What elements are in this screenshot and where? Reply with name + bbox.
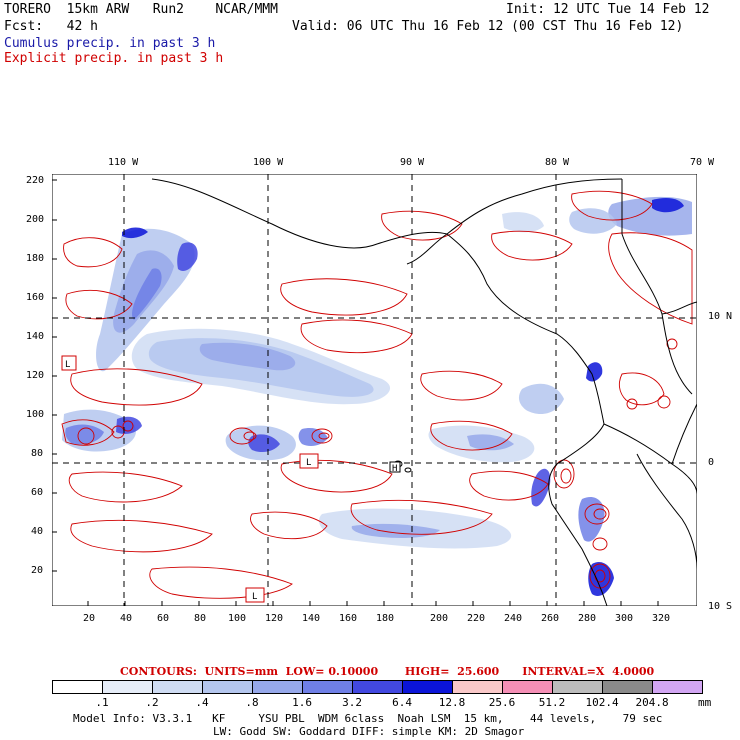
explicit-precip-contours [61,190,693,599]
low-marker-center: L [306,458,311,468]
colorbar-label: 102.4 [585,696,619,709]
colorbar [52,680,703,694]
colorbar-label: .2 [145,696,159,709]
lon-label-80w: 80 W [545,157,570,168]
model-info-line1: Model Info: V3.3.1 KF YSU PBL WDM 6class… [73,712,663,725]
x-label-240: 240 [504,613,523,624]
precip-map: L L H L [52,174,697,606]
forecast-hour: Fcst: 42 h [4,19,98,34]
lat-label-10n: 10 N [708,311,733,322]
low-marker-south: L [252,592,257,602]
y-label-80: 80 [31,448,44,459]
legend-explicit: Explicit precip. in past 3 h [4,51,224,66]
colorbar-label: .4 [195,696,209,709]
colorbar-cell [452,680,503,694]
colorbar-cell [102,680,153,694]
colorbar-cell [352,680,403,694]
init-time: Init: 12 UTC Tue 14 Feb 12 [506,2,710,17]
lat-label-0: 0 [708,457,715,468]
x-label-160: 160 [339,613,358,624]
colorbar-units: mm [698,696,712,709]
colorbar-cell [152,680,203,694]
colorbar-cell [652,680,703,694]
colorbar-label: 6.4 [392,696,412,709]
x-label-180: 180 [376,613,395,624]
y-label-200: 200 [26,214,45,225]
y-label-160: 160 [26,292,45,303]
colorbar-cell [502,680,553,694]
coastlines [151,178,697,606]
x-label-220: 220 [467,613,486,624]
legend-cumulus: Cumulus precip. in past 3 h [4,36,216,51]
axis-ticks [52,179,659,606]
colorbar-label: 1.6 [292,696,312,709]
high-marker-galapagos: H [392,464,397,474]
contours-summary: CONTOURS: UNITS=mm LOW= 0.10000 HIGH= 25… [120,665,655,678]
lat-label-10s: 10 S [708,601,733,612]
colorbar-label: 3.2 [342,696,362,709]
x-label-100: 100 [228,613,247,624]
cumulus-precip-shading [62,196,692,597]
model-info-line2: LW: Godd SW: Goddard DIFF: simple KM: 2D… [213,725,525,738]
colorbar-cell [52,680,103,694]
y-label-60: 60 [31,487,44,498]
y-label-140: 140 [26,331,45,342]
graticule [52,174,697,606]
x-label-80: 80 [194,613,207,624]
low-marker-west: L [65,360,70,370]
y-label-220: 220 [26,175,45,186]
lon-label-100w: 100 W [253,157,284,168]
colorbar-cell [202,680,253,694]
colorbar-cell [602,680,653,694]
colorbar-label: .1 [95,696,109,709]
y-label-180: 180 [26,253,45,264]
valid-time: Valid: 06 UTC Thu 16 Feb 12 (00 CST Thu … [292,19,684,34]
x-label-20: 20 [83,613,96,624]
highlow-markers: L L H L [61,355,401,603]
y-label-100: 100 [26,409,45,420]
x-label-200: 200 [430,613,449,624]
colorbar-cell [552,680,603,694]
colorbar-cell [302,680,353,694]
x-label-260: 260 [541,613,560,624]
lon-label-110w: 110 W [108,157,139,168]
x-label-300: 300 [615,613,634,624]
x-label-320: 320 [652,613,671,624]
colorbar-label: 12.8 [438,696,466,709]
colorbar-label: 51.2 [538,696,566,709]
y-label-40: 40 [31,526,44,537]
x-label-60: 60 [157,613,170,624]
colorbar-label: 25.6 [488,696,516,709]
y-label-20: 20 [31,565,44,576]
y-label-120: 120 [26,370,45,381]
x-label-280: 280 [578,613,597,624]
x-label-120: 120 [265,613,284,624]
lon-label-70w: 70 W [690,157,715,168]
colorbar-label: 204.8 [635,696,669,709]
x-label-140: 140 [302,613,321,624]
run-title: TORERO 15km ARW Run2 NCAR/MMM [4,2,278,17]
colorbar-cell [252,680,303,694]
lon-label-90w: 90 W [400,157,425,168]
colorbar-cell [402,680,453,694]
colorbar-label: .8 [245,696,259,709]
x-label-40: 40 [120,613,133,624]
